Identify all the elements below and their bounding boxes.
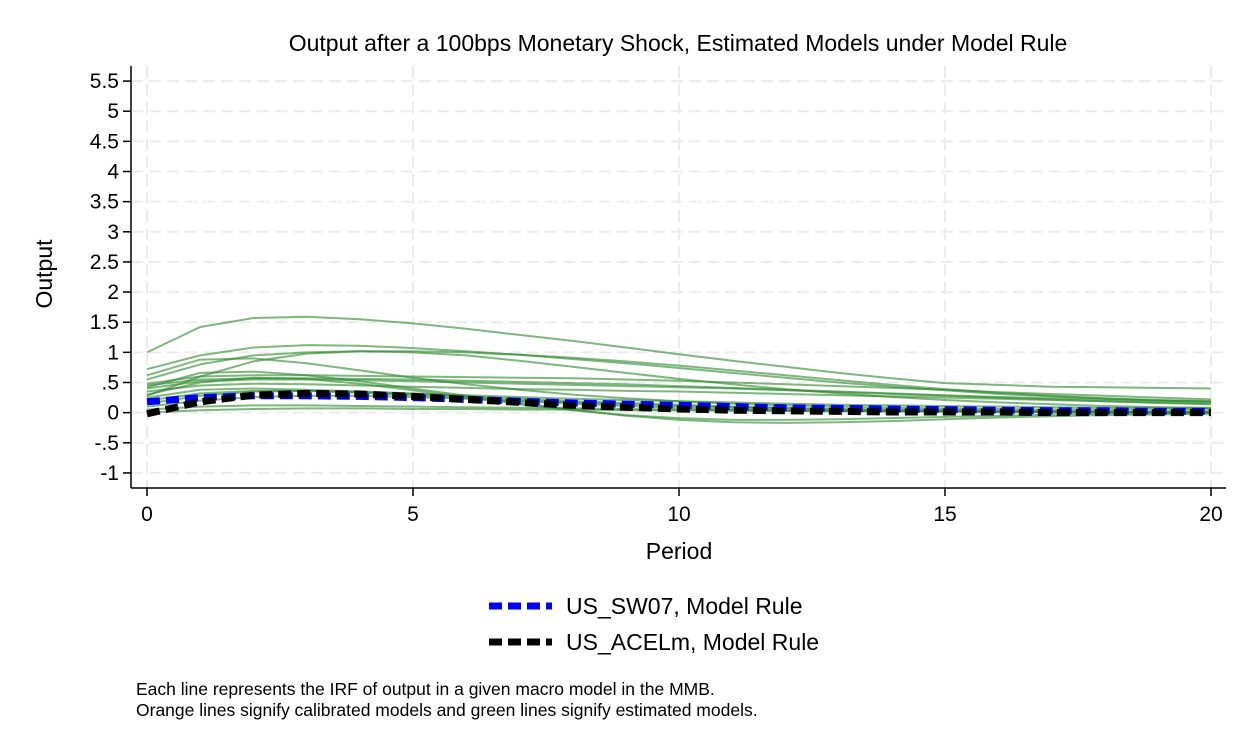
estimated-model-line-1 — [146, 315, 1212, 390]
figure-note: Each line represents the IRF of output i… — [136, 679, 758, 721]
highlighted-model-lines — [146, 389, 1211, 418]
y-tick-label-8: 3 — [107, 221, 119, 244]
note-line-1: Each line represents the IRF of output i… — [136, 679, 715, 699]
y-tick-label-1: -.5 — [94, 432, 119, 455]
legend: US_SW07, Model Rule US_ACELm, Model Rule — [489, 593, 819, 655]
y-tick-label-5: 1.5 — [90, 311, 119, 334]
estimated-model-line-5 — [146, 350, 1212, 409]
x-tick-label-2: 10 — [667, 503, 690, 526]
y-axis-ticks: -1 -.5 0 .5 1 1.5 2 2.5 3 3.5 4 4.5 5 5.5 — [90, 70, 131, 485]
y-axis-title: Output — [31, 239, 57, 309]
y-tick-label-9: 3.5 — [90, 191, 119, 214]
y-tick-label-6: 2 — [107, 281, 119, 304]
gridlines — [131, 66, 1226, 488]
note-line-2: Orange lines signify calibrated models a… — [136, 700, 758, 720]
output-irf-chart: Output after a 100bps Monetary Shock, Es… — [31, 30, 1226, 655]
estimated-model-line-6 — [146, 374, 1212, 401]
x-tick-label-1: 5 — [407, 503, 419, 526]
y-tick-label-11: 4.5 — [90, 130, 119, 153]
us-acelm-line — [146, 389, 1211, 418]
y-tick-label-4: 1 — [107, 341, 119, 364]
legend-label-us-acelm: US_ACELm, Model Rule — [566, 629, 819, 655]
y-tick-label-2: 0 — [107, 402, 119, 425]
y-tick-label-3: .5 — [101, 372, 119, 395]
y-tick-label-13: 5.5 — [90, 70, 119, 93]
chart-title: Output after a 100bps Monetary Shock, Es… — [289, 30, 1068, 56]
estimated-model-line-17 — [146, 377, 1212, 403]
y-tick-label-0: -1 — [100, 462, 119, 485]
x-axis-title: Period — [646, 538, 712, 564]
estimated-model-line-10 — [146, 376, 1212, 421]
y-tick-label-12: 5 — [107, 100, 119, 123]
estimated-model-line-9 — [146, 370, 1212, 424]
x-tick-label-3: 15 — [933, 503, 956, 526]
x-tick-label-0: 0 — [141, 503, 153, 526]
estimated-model-line-8 — [146, 382, 1212, 405]
legend-label-us-sw07: US_SW07, Model Rule — [566, 593, 803, 619]
y-tick-label-10: 4 — [107, 161, 119, 184]
x-axis-ticks: 0 5 10 15 20 — [141, 488, 1223, 526]
x-tick-label-4: 20 — [1199, 503, 1222, 526]
y-tick-label-7: 2.5 — [90, 251, 119, 274]
